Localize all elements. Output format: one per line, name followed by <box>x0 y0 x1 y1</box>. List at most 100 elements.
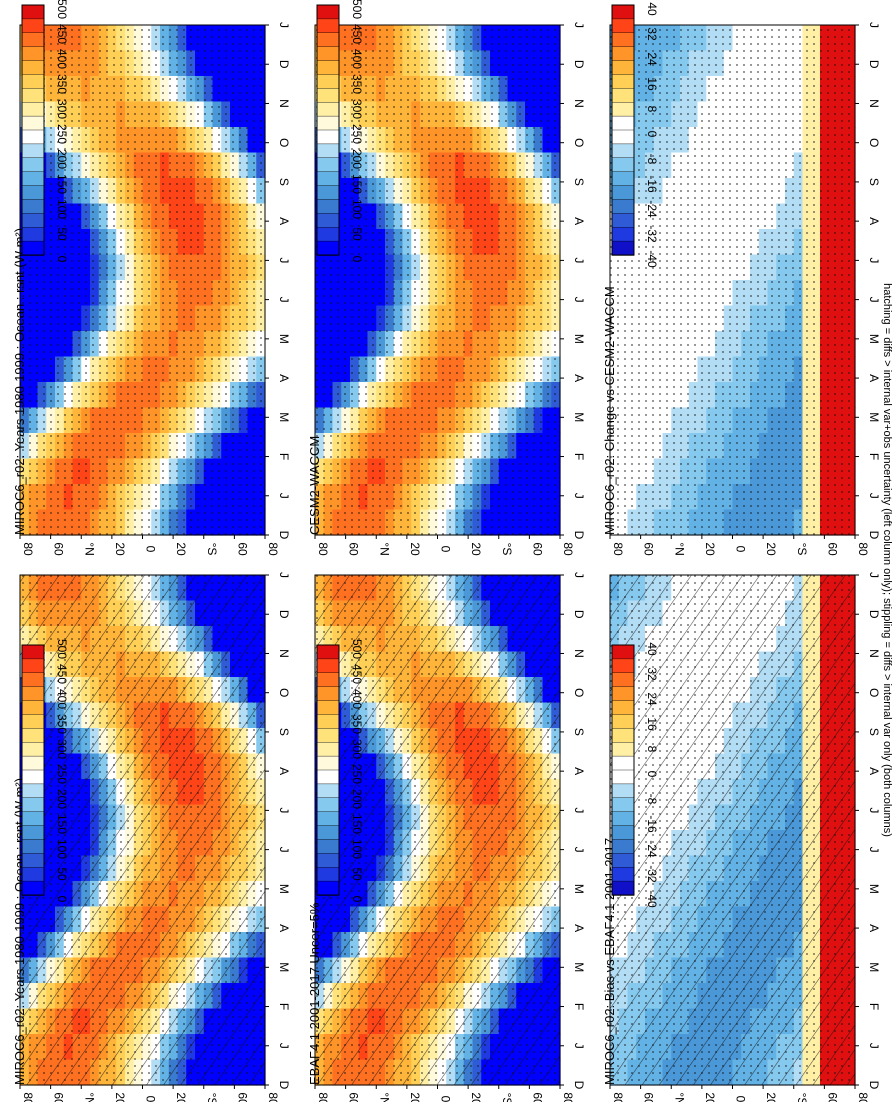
x-tick-label: D <box>867 531 881 540</box>
panel-title: MIROC6_r02: Bias vs EBAF4.1 2001-2017 <box>602 838 617 1085</box>
colorbar-swatch <box>611 714 635 730</box>
colorbar-swatch <box>611 728 635 743</box>
y-tick-label: 80 <box>611 542 625 556</box>
colorbar-swatch <box>21 199 45 215</box>
colorbar-swatch <box>21 88 45 103</box>
x-tick-label: D <box>572 1081 586 1090</box>
colorbar-swatch <box>316 728 340 743</box>
y-tick-label: °S <box>500 1093 514 1102</box>
x-tick-label: J <box>572 807 586 813</box>
colorbar-swatch <box>611 46 635 62</box>
y-tick-label: 80 <box>21 542 35 556</box>
colorbar-swatch <box>611 769 635 785</box>
x-tick-label: D <box>867 610 881 619</box>
y-tick-label: 60 <box>825 1092 839 1102</box>
x-tick-label: M <box>572 412 586 422</box>
y-tick-label: °S <box>205 1093 219 1102</box>
colorbar-label: 400 <box>350 689 364 709</box>
colorbar-swatch <box>611 839 635 855</box>
x-tick-label: A <box>277 374 291 382</box>
x-tick-label: J <box>277 493 291 499</box>
colorbar-label: 200 <box>350 789 364 809</box>
colorbar-swatch <box>611 811 635 827</box>
colorbar-label: -32 <box>645 865 659 883</box>
colorbar-frame <box>316 644 340 896</box>
y-tick-label: 20 <box>408 542 422 556</box>
colorbar-label: 250 <box>55 764 69 784</box>
colorbar-label: -8 <box>645 154 659 165</box>
y-tick-label: 80 <box>856 1092 870 1102</box>
y-tick-label: 60 <box>347 542 361 556</box>
colorbar-label: 40 <box>645 642 659 656</box>
panel-title: MIROC6_r02: Change vs CESM2-WACCM <box>602 286 617 535</box>
colorbar-swatch <box>21 686 45 702</box>
colorbar-swatch <box>21 240 45 256</box>
colorbar-swatch <box>316 811 340 827</box>
x-tick-label: S <box>277 728 291 736</box>
x-tick-label: J <box>277 257 291 263</box>
colorbar-frame <box>611 644 635 896</box>
y-tick-label: 20 <box>703 542 717 556</box>
colorbar-swatch <box>611 742 635 757</box>
colorbar-label: -40 <box>645 250 659 268</box>
colorbar-swatch <box>611 227 635 242</box>
colorbar-label: 250 <box>55 124 69 144</box>
x-tick-label: O <box>277 688 291 697</box>
x-tick-label: J <box>277 807 291 813</box>
colorbar-swatch <box>21 769 45 785</box>
y-tick-label: 20 <box>113 1092 127 1102</box>
y-tick-label: 20 <box>174 542 188 556</box>
y-tick-label: 0 <box>439 546 453 553</box>
x-tick-label: A <box>572 767 586 775</box>
colorbar-swatch <box>611 102 635 117</box>
colorbar-swatch <box>316 839 340 855</box>
y-tick-label: °N <box>377 1092 391 1102</box>
x-tick-label: M <box>277 962 291 972</box>
colorbar-label: 500 <box>55 639 69 659</box>
colorbar-swatch <box>21 700 45 716</box>
y-tick-label: 20 <box>764 542 778 556</box>
y-tick-label: 60 <box>347 1092 361 1102</box>
y-tick-label: 20 <box>408 1092 422 1102</box>
x-tick-label: O <box>572 688 586 697</box>
panel-title: EBAF4.1 2001-2017 Uncer=5% <box>307 902 322 1085</box>
x-tick-label: M <box>867 412 881 422</box>
y-tick-label: 20 <box>764 1092 778 1102</box>
colorbar-label: 400 <box>55 689 69 709</box>
colorbar-swatch <box>21 797 45 813</box>
colorbar-swatch <box>611 129 635 145</box>
colorbar-swatch <box>611 74 635 90</box>
colorbar-swatch <box>316 797 340 813</box>
colorbar-label: 150 <box>350 174 364 194</box>
x-tick-label: J <box>572 572 586 578</box>
colorbar-swatch <box>611 143 635 159</box>
x-tick-label: D <box>277 610 291 619</box>
y-tick-label: 0 <box>144 546 158 553</box>
x-tick-label: M <box>867 962 881 972</box>
colorbar-label: 50 <box>55 867 69 881</box>
y-tick-label: 20 <box>113 542 127 556</box>
x-tick-label: J <box>867 22 881 28</box>
y-tick-label: 20 <box>703 1092 717 1102</box>
x-tick-label: A <box>572 374 586 382</box>
colorbar-label: 0 <box>350 256 364 263</box>
y-tick-label: 0 <box>734 1096 748 1102</box>
colorbar-swatch <box>21 143 45 159</box>
colorbar-swatch <box>316 672 340 688</box>
x-tick-label: D <box>572 531 586 540</box>
colorbar-label: 150 <box>55 174 69 194</box>
colorbar: 40 32 24 16 8 0 -8 -16 -24 -32 -40 <box>611 642 659 908</box>
colorbar-swatch <box>611 115 635 131</box>
x-tick-label: J <box>277 1043 291 1049</box>
colorbar-swatch <box>611 88 635 103</box>
colorbar-swatch <box>21 867 45 882</box>
colorbar-label: 450 <box>55 664 69 684</box>
colorbar-frame <box>611 4 635 256</box>
colorbar-swatch <box>316 18 340 34</box>
colorbar-label: -32 <box>645 225 659 243</box>
colorbar-label: 16 <box>645 717 659 731</box>
y-tick-label: 80 <box>561 1092 575 1102</box>
y-tick-label: °S <box>795 543 809 556</box>
